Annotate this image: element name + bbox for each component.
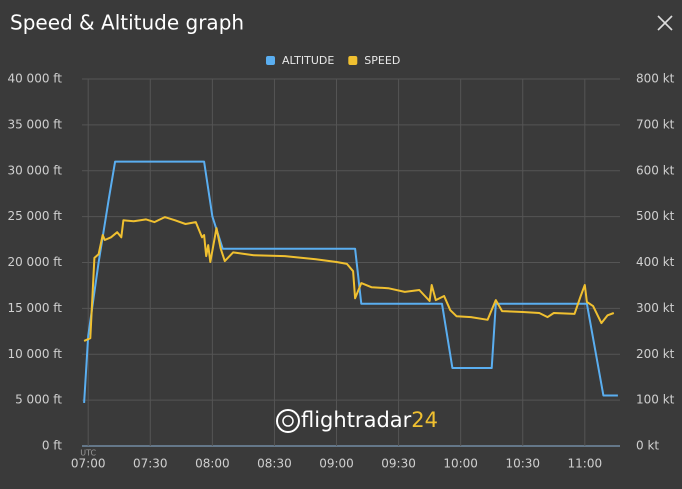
y-tick-label: 30 000 ft [7,163,62,177]
y2-tick-label: 100 kt [636,393,675,407]
watermark-logo [282,415,294,427]
x-axis-note: UTC [80,449,96,458]
x-tick-label: 07:30 [133,457,168,471]
watermark-logo [276,409,300,433]
y2-tick-label: 200 kt [636,347,675,361]
x-tick-label: 10:00 [443,457,478,471]
watermark-text: flightradar [301,408,412,432]
y2-tick-label: 800 kt [636,72,675,86]
series-line [83,160,618,403]
y-tick-label: 10 000 ft [7,347,62,361]
close-button[interactable] [657,15,673,31]
grid [82,78,620,447]
legend-label[interactable]: SPEED [364,54,400,67]
watermark-suffix: 24 [411,408,438,432]
y2-tick-label: 300 kt [636,301,675,315]
y2-tick-label: 700 kt [636,117,675,131]
x-tick-label: 10:30 [505,457,540,471]
y-tick-label: 0 ft [42,439,62,453]
x-tick-label: 08:00 [195,457,230,471]
y2-tick-label: 500 kt [636,209,675,223]
legend-swatch[interactable] [348,56,358,65]
chart-title: Speed & Altitude graph [10,11,244,35]
legend: ALTITUDE SPEED [266,54,400,67]
y-tick-label: 5 000 ft [15,393,62,407]
legend-item[interactable]: SPEED [348,54,400,67]
y-tick-label: 25 000 ft [7,209,62,223]
y2-tick-label: 600 kt [636,163,675,177]
x-tick-label: 07:00 [71,457,106,471]
close-icon[interactable] [657,15,673,31]
y-tick-label: 15 000 ft [7,301,62,315]
y-tick-label: 40 000 ft [7,72,62,86]
x-tick-label: 09:30 [381,457,416,471]
y-tick-label: 35 000 ft [7,117,62,131]
series-line [83,216,615,342]
x-tick-label: 09:00 [319,457,354,471]
y2-tick-label: 400 kt [636,255,675,269]
x-tick-label: 11:00 [568,457,603,471]
legend-item[interactable]: ALTITUDE [266,54,334,67]
y2-tick-label: 0 kt [636,439,659,453]
legend-label[interactable]: ALTITUDE [282,54,334,67]
watermark: flightradar 24 [276,408,438,433]
x-tick-label: 08:30 [257,457,292,471]
y-tick-label: 20 000 ft [7,255,62,269]
legend-swatch[interactable] [266,56,275,65]
